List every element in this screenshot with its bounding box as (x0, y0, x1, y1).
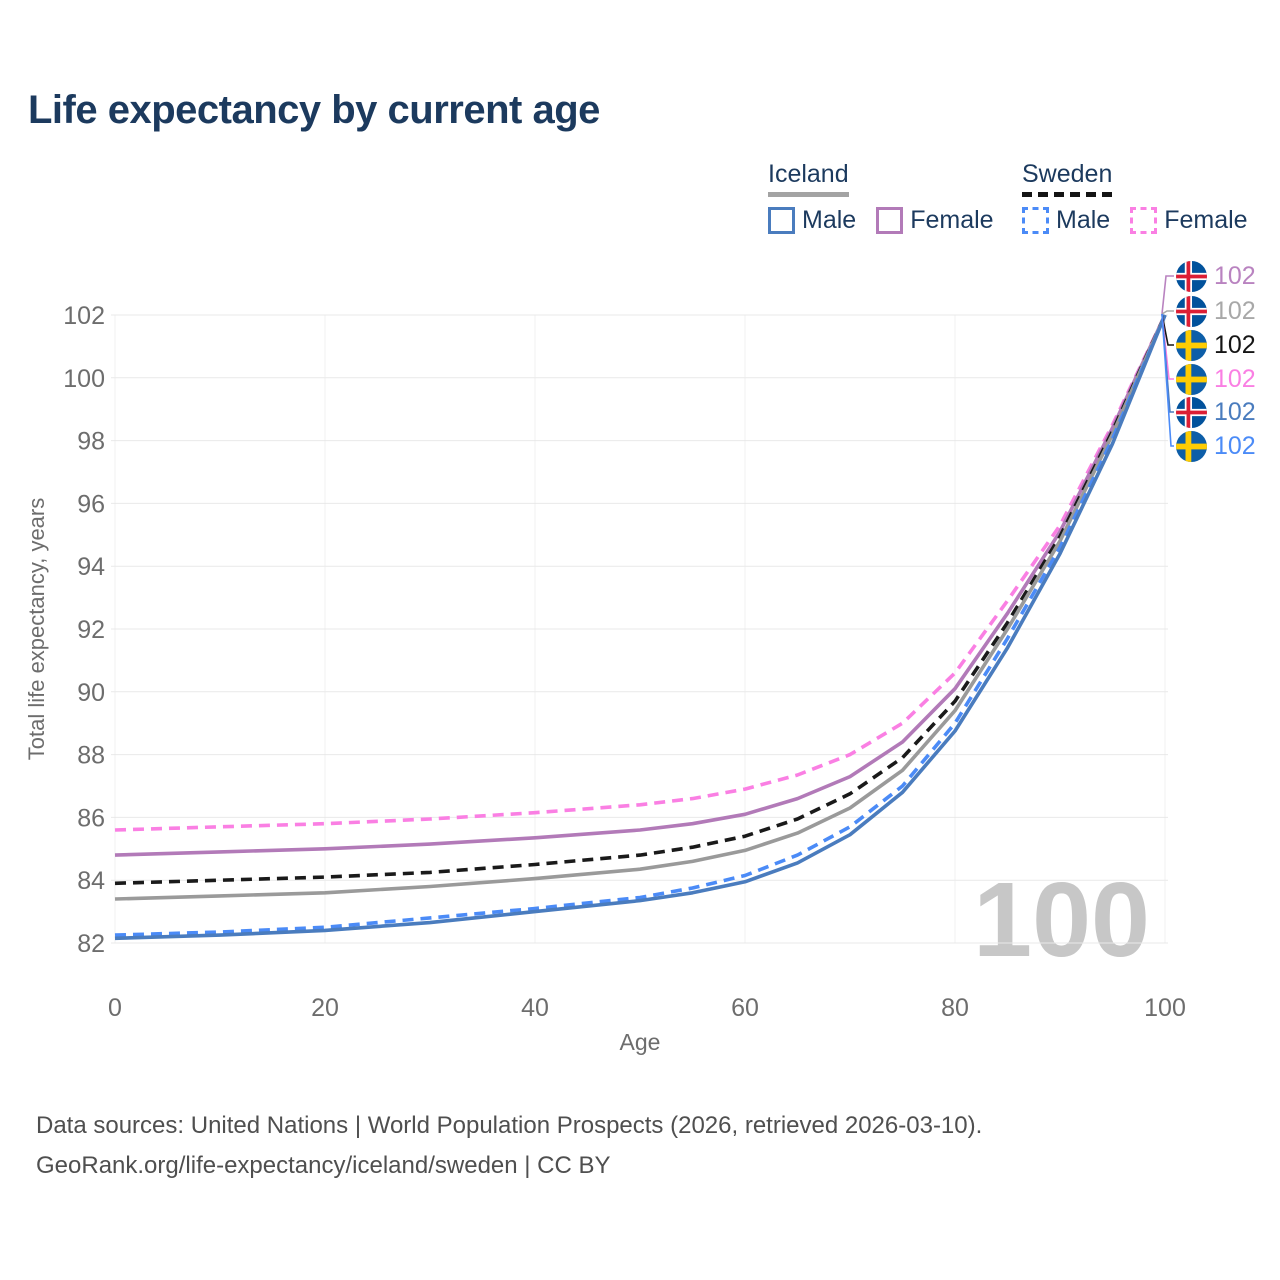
x-tick-label: 0 (108, 994, 122, 1022)
y-tick-label: 96 (77, 490, 105, 518)
legend-country-iceland: Iceland (768, 160, 849, 197)
end-label-sweden: 102 (1176, 329, 1256, 361)
x-tick-label: 20 (311, 994, 339, 1022)
legend-item-iceland-male[interactable]: Male (768, 206, 856, 235)
series-line-sweden-male (114, 314, 1167, 937)
watermark-label: 100 (973, 861, 1150, 979)
y-tick-label: 90 (77, 679, 105, 707)
end-label-leader-line (1161, 275, 1174, 315)
y-tick-label: 100 (63, 365, 105, 393)
y-tick-label: 82 (77, 930, 105, 958)
line-style-swatch-icon (768, 207, 795, 234)
line-style-swatch-icon (876, 207, 904, 234)
y-tick-label: 94 (77, 553, 105, 581)
end-value-label: 102 (1214, 261, 1256, 290)
footer-line-1: Data sources: United Nations | World Pop… (36, 1112, 983, 1139)
legend-item-label: Male (802, 206, 857, 234)
iceland-flag-icon (1176, 260, 1207, 292)
end-value-label: 102 (1214, 431, 1256, 460)
end-label-leader-line (1161, 313, 1174, 447)
series-line-iceland-female (114, 314, 1167, 857)
end-label-sweden-male: 102 (1176, 430, 1256, 462)
x-axis-title: Age (620, 1029, 661, 1055)
end-label-iceland: 102 (1176, 295, 1256, 327)
legend-group-sweden: Sweden Male Female (1022, 160, 1248, 235)
iceland-flag-icon (1176, 295, 1207, 327)
x-tick-label: 100 (1144, 994, 1186, 1022)
legend-group-iceland: Iceland Male Female (768, 160, 994, 235)
series-line-sweden (114, 314, 1167, 886)
line-style-swatch-icon (1130, 207, 1158, 234)
legend-item-label: Female (910, 206, 994, 234)
sweden-flag-icon (1176, 430, 1207, 462)
iceland-flag-icon (1176, 396, 1207, 428)
end-label-iceland-male: 102 (1176, 396, 1256, 428)
legend-item-label: Female (1164, 206, 1248, 234)
sweden-flag-icon (1176, 329, 1207, 361)
legend-item-iceland-female[interactable]: Female (876, 206, 994, 235)
y-tick-label: 88 (77, 742, 105, 770)
legend-country-sweden: Sweden (1022, 160, 1113, 197)
end-value-label: 102 (1214, 330, 1256, 359)
page-title: Life expectancy by current age (28, 88, 600, 132)
end-label-leader-line (1161, 313, 1174, 346)
legend-item-sweden-female[interactable]: Female (1130, 206, 1248, 235)
y-tick-label: 98 (77, 428, 105, 456)
end-value-label: 102 (1214, 397, 1256, 426)
series-line-iceland (114, 314, 1167, 901)
x-tick-label: 80 (941, 994, 969, 1022)
x-tick-label: 60 (731, 994, 759, 1022)
x-tick-label: 40 (521, 994, 549, 1022)
sweden-flag-icon (1176, 363, 1207, 395)
y-tick-label: 86 (77, 804, 105, 832)
legend-item-label: Male (1056, 206, 1111, 234)
end-label-sweden-female: 102 (1176, 363, 1256, 395)
series-line-sweden-female (114, 314, 1167, 832)
line-style-swatch-icon (1022, 207, 1049, 234)
footer-line-2: GeoRank.org/life-expectancy/iceland/swed… (36, 1152, 611, 1179)
end-label-iceland-female: 102 (1176, 260, 1256, 292)
end-label-leader-line (1161, 310, 1174, 315)
y-tick-label: 92 (77, 616, 105, 644)
y-axis-title: Total life expectancy, years (24, 498, 49, 761)
end-value-label: 102 (1214, 296, 1256, 325)
legend-item-sweden-male[interactable]: Male (1022, 206, 1110, 235)
data-source-footer: Data sources: United Nations | World Pop… (36, 1106, 982, 1186)
y-tick-label: 102 (63, 302, 105, 330)
end-value-label: 102 (1214, 364, 1256, 393)
y-tick-label: 84 (77, 867, 105, 895)
series-line-iceland-male (114, 314, 1167, 941)
